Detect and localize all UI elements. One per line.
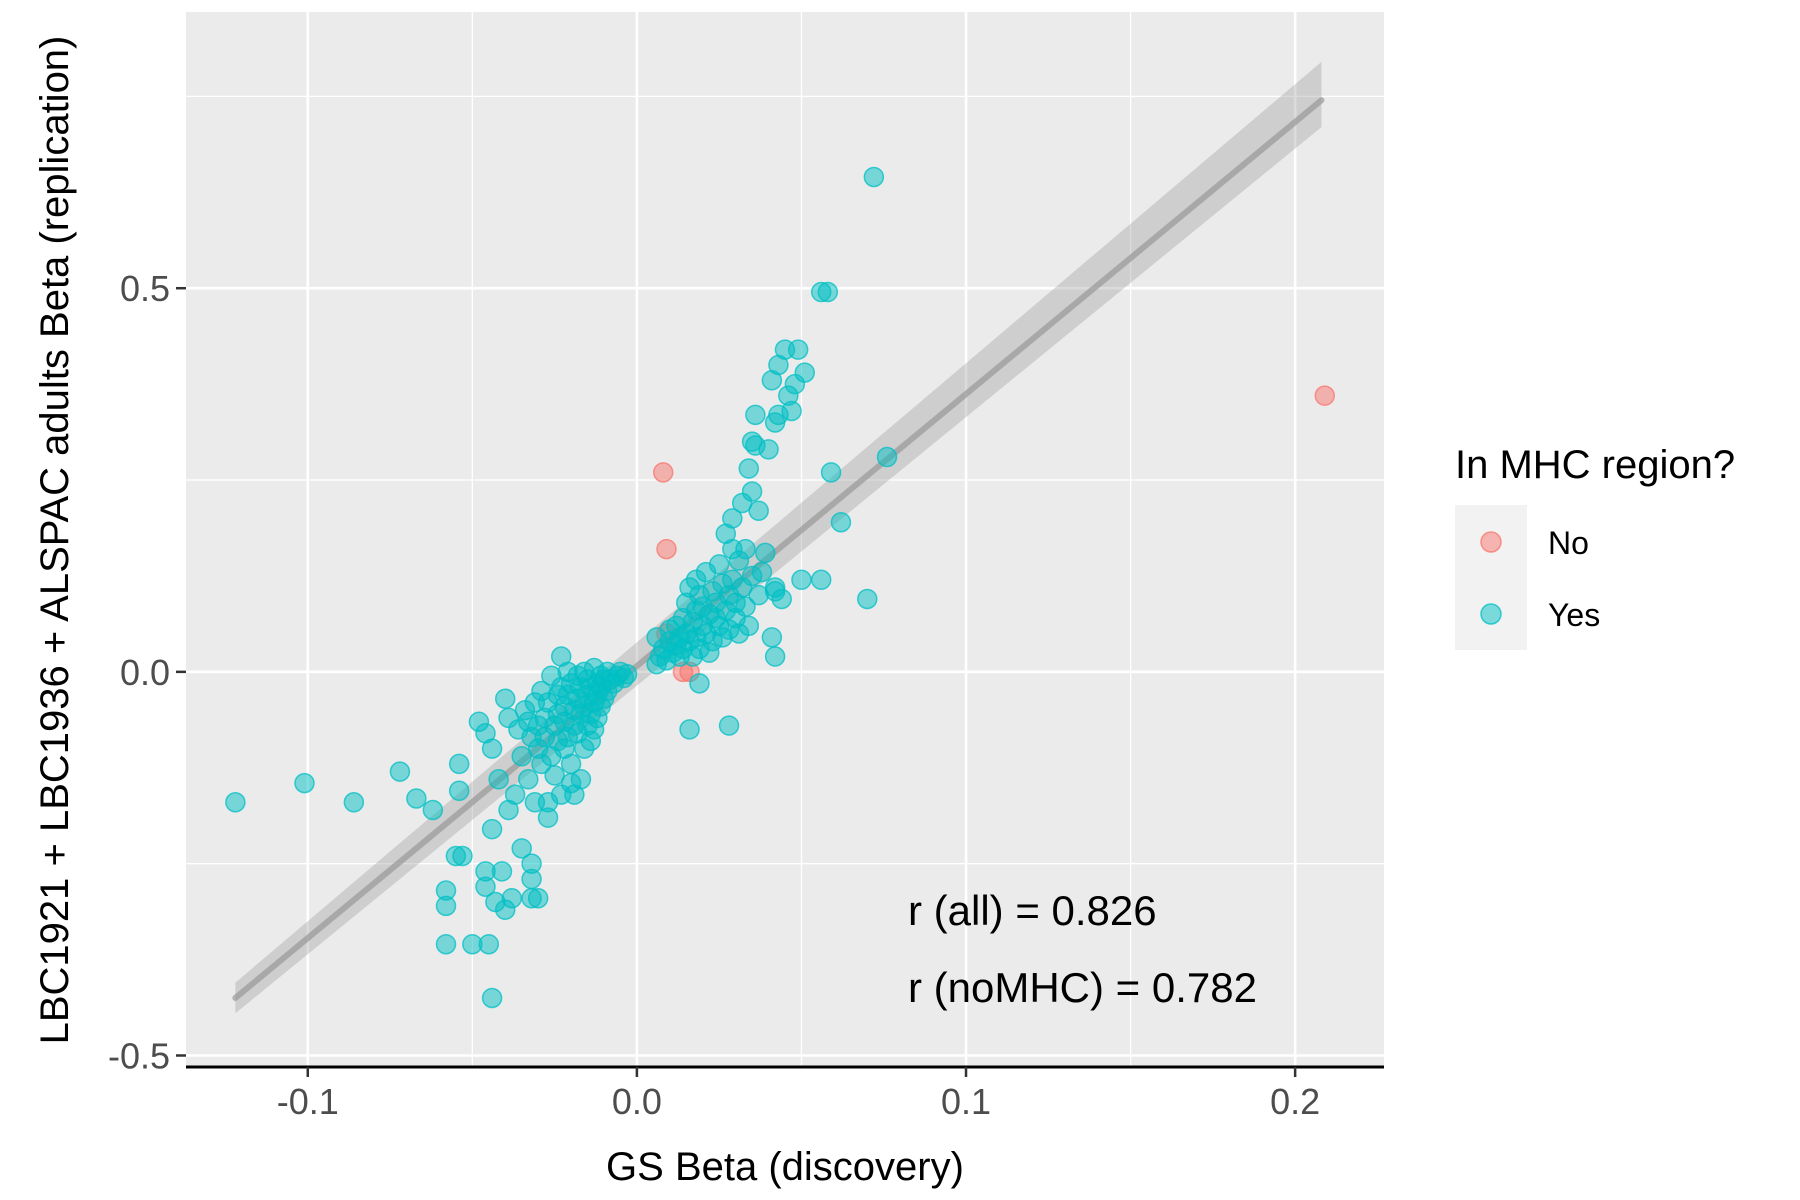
data-point-yes bbox=[422, 799, 444, 821]
data-point-yes bbox=[294, 772, 315, 794]
data-point-yes bbox=[616, 663, 638, 685]
points-layer bbox=[225, 166, 1336, 1009]
data-point-yes bbox=[481, 738, 503, 759]
data-point-yes bbox=[518, 769, 539, 790]
major-grid bbox=[186, 12, 1384, 1067]
data-point-yes bbox=[570, 769, 592, 790]
data-point-yes bbox=[511, 838, 532, 859]
data-point-yes bbox=[863, 166, 885, 188]
data-point-yes bbox=[488, 769, 509, 790]
data-point-yes bbox=[817, 281, 839, 303]
y-tick-label: -0.5 bbox=[108, 1035, 170, 1076]
data-point-yes bbox=[475, 876, 496, 897]
plot-panel bbox=[186, 12, 1384, 1067]
data-point-no bbox=[1314, 385, 1336, 406]
x-tick-label: 0.1 bbox=[941, 1081, 991, 1122]
axes-layer: -0.1 0.0 0.1 0.2 -0.5 0.0 0.5 bbox=[108, 268, 1384, 1122]
data-point-yes bbox=[511, 746, 532, 767]
data-point-yes bbox=[689, 673, 710, 694]
data-point-yes bbox=[830, 511, 852, 533]
data-point-yes bbox=[810, 569, 832, 591]
data-point-yes bbox=[343, 792, 365, 813]
x-axis-title: GS Beta (discovery) bbox=[606, 1145, 964, 1189]
y-tick-label: 0.0 bbox=[120, 652, 170, 693]
data-point-yes bbox=[755, 542, 776, 564]
data-point-yes bbox=[771, 588, 792, 610]
data-point-yes bbox=[745, 404, 766, 426]
legend-key-box bbox=[1455, 505, 1527, 650]
data-point-yes bbox=[791, 569, 812, 591]
data-point-yes bbox=[876, 446, 898, 468]
data-point-yes bbox=[494, 688, 516, 709]
data-point-yes bbox=[758, 439, 779, 460]
y-axis-title: LBC1921 + LBC1936 + ALSPAC adults Beta (… bbox=[33, 36, 77, 1045]
data-point-yes bbox=[820, 462, 842, 483]
data-point-yes bbox=[857, 588, 878, 610]
data-point-yes bbox=[448, 780, 470, 802]
data-point-yes bbox=[521, 868, 542, 890]
data-point-yes bbox=[389, 761, 411, 782]
data-point-yes bbox=[735, 538, 756, 560]
data-point-yes bbox=[764, 646, 786, 667]
data-point-yes bbox=[708, 554, 730, 575]
data-point-yes bbox=[751, 561, 773, 583]
data-point-yes bbox=[679, 719, 700, 740]
data-point-yes bbox=[794, 362, 815, 383]
data-point-yes bbox=[544, 765, 565, 786]
regression-line bbox=[232, 97, 1325, 1001]
data-point-no bbox=[652, 462, 674, 483]
legend-label-no: No bbox=[1548, 525, 1589, 561]
data-point-yes bbox=[501, 887, 523, 909]
data-point-yes bbox=[504, 784, 526, 805]
y-tick-label: 0.5 bbox=[120, 268, 170, 309]
data-point-yes bbox=[481, 818, 503, 840]
data-point-yes bbox=[738, 615, 760, 637]
data-point-yes bbox=[435, 895, 457, 917]
annotation-r-all: r (all) = 0.826 bbox=[908, 887, 1157, 934]
data-point-yes bbox=[722, 508, 743, 529]
data-point-yes bbox=[481, 987, 503, 1009]
data-point-yes bbox=[491, 861, 513, 882]
legend: No Yes bbox=[1480, 525, 1600, 633]
data-point-yes bbox=[406, 788, 427, 809]
data-point-yes bbox=[718, 715, 740, 736]
data-point-yes bbox=[452, 845, 473, 867]
data-point-no bbox=[656, 538, 677, 560]
data-point-yes bbox=[527, 887, 549, 909]
x-tick-label: -0.1 bbox=[277, 1081, 339, 1122]
data-point-yes bbox=[448, 753, 470, 775]
legend-key-no bbox=[1480, 531, 1502, 553]
data-point-yes bbox=[225, 792, 246, 813]
data-point-yes bbox=[748, 500, 769, 521]
legend-key-yes bbox=[1480, 603, 1502, 625]
data-point-yes bbox=[761, 627, 783, 648]
legend-title: In MHC region? bbox=[1455, 443, 1735, 487]
x-tick-label: 0.0 bbox=[612, 1081, 662, 1122]
annotation-r-nomhc: r (noMHC) = 0.782 bbox=[908, 964, 1257, 1011]
data-point-yes bbox=[781, 400, 802, 422]
x-tick-label: 0.2 bbox=[1270, 1081, 1320, 1122]
data-point-yes bbox=[738, 458, 760, 479]
legend-label-yes: Yes bbox=[1548, 597, 1600, 633]
data-point-yes bbox=[787, 339, 809, 360]
minor-grid bbox=[186, 12, 1384, 1067]
data-point-yes bbox=[478, 933, 500, 955]
data-point-yes bbox=[741, 481, 763, 502]
data-point-yes bbox=[435, 933, 457, 955]
